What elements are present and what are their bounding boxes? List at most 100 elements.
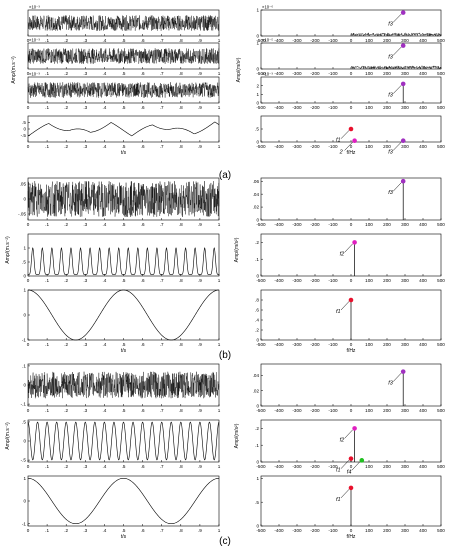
x-tick-label: .3: [83, 71, 87, 76]
x-tick-label: .7: [160, 464, 164, 469]
x-tick-label: 400: [419, 38, 427, 43]
y-tick-label: 1: [256, 92, 259, 97]
x-tick-label: .4: [102, 408, 106, 413]
x-tick-label: -500: [256, 144, 266, 149]
y-tick-label: -.5: [21, 133, 27, 138]
axis-exponent: ×10⁻⁶: [262, 5, 273, 10]
x-tick-label: .9: [198, 278, 202, 283]
x-tick-label: .7: [160, 278, 164, 283]
x-tick-label: -400: [274, 342, 284, 347]
x-tick-label: .6: [141, 38, 145, 43]
x-tick-label: .1: [45, 71, 49, 76]
x-tick-label: .2: [64, 528, 68, 533]
x-tick-label: .5: [122, 144, 126, 149]
x-tick-label: .2: [64, 222, 68, 227]
x-tick-label: 200: [383, 222, 391, 227]
x-tick-label: .4: [102, 144, 106, 149]
x-tick-label: .4: [102, 71, 106, 76]
x-tick-label: .2: [64, 408, 68, 413]
x-tick-label: -300: [292, 71, 302, 76]
x-tick-label: -300: [292, 144, 302, 149]
x-tick-label: -200: [310, 464, 320, 469]
panel-b-freq-1: -500 -400 -300 -200 -100 0 100 200 300 400 500 0 .02…: [253, 177, 445, 227]
x-tick-label: -400: [274, 278, 284, 283]
x-tick-label: 0: [350, 222, 353, 227]
signal-trace: [27, 477, 220, 525]
x-tick-label: -200: [310, 222, 320, 227]
x-tick-label: 500: [437, 528, 445, 533]
x-tick-label: .3: [83, 105, 87, 110]
y-tick-label: .6: [255, 308, 259, 313]
x-tick-label: .5: [122, 71, 126, 76]
y-tick-label: 1: [23, 246, 26, 251]
y-tick-label: .5: [255, 127, 259, 132]
x-tick-label: -400: [274, 528, 284, 533]
marker-arrow: [393, 182, 402, 192]
panel-c-freq-2: -500 -400 -300 -200 -100 0 100 200 300 400 500 0 .1.…: [255, 419, 445, 475]
panel-a-time-2: 0 .1 .2 .3 .4 .5 .6 .7 .8 .9 1 ×10⁻³: [27, 38, 221, 77]
marker-arrow: [340, 459, 350, 469]
x-tick-label: 200: [383, 105, 391, 110]
a-time-ylabel: Amp/(m.s⁻²): [11, 56, 17, 84]
x-tick-label: .9: [198, 222, 202, 227]
marker-label: f3: [388, 149, 394, 155]
x-tick-label: .4: [102, 222, 106, 227]
axes-frame: [27, 419, 220, 463]
x-tick-label: .4: [102, 528, 106, 533]
x-tick-label: -200: [310, 105, 320, 110]
x-tick-label: .3: [83, 464, 87, 469]
x-tick-label: .6: [141, 144, 145, 149]
x-tick-label: 400: [419, 278, 427, 283]
y-tick-label: 0: [256, 274, 259, 279]
y-tick-label: .02: [253, 388, 260, 393]
x-tick-label: 100: [365, 38, 373, 43]
marker-arrow: [393, 142, 402, 151]
y-tick-label: .2: [255, 328, 259, 333]
x-tick-label: -500: [256, 342, 266, 347]
axes-frame: [27, 289, 220, 341]
x-tick-label: -100: [328, 408, 338, 413]
x-tick-label: 100: [365, 528, 373, 533]
x-tick-label: 200: [383, 528, 391, 533]
x-tick-label: .9: [198, 464, 202, 469]
x-tick-label: 0: [350, 105, 353, 110]
x-tick-label: .8: [179, 464, 183, 469]
axes-frame: [260, 177, 442, 221]
x-tick-label: 400: [419, 342, 427, 347]
axis-exponent: ×10⁻³: [29, 72, 40, 77]
peak-marker: [348, 297, 354, 303]
x-tick-label: -200: [310, 278, 320, 283]
x-tick-label: .8: [179, 408, 183, 413]
x-tick-label: 500: [437, 105, 445, 110]
panel-a-freq-4: -500 -400 -300 -200 -100 0 100 200 300 400 500 0 .5 f…: [255, 115, 445, 156]
axis-exponent: ×10⁻³: [29, 38, 40, 43]
panel-c-time-1: 0.1.2.3.4.5.6.7.8.9 1-.10.1: [21, 364, 221, 413]
x-tick-label: .9: [198, 38, 202, 43]
x-tick-label: .4: [102, 105, 106, 110]
x-tick-label: 300: [401, 408, 409, 413]
x-tick-label: -400: [274, 38, 284, 43]
peak-marker: [400, 43, 406, 48]
x-tick-label: -100: [328, 278, 338, 283]
marker-arrow: [393, 372, 402, 382]
x-tick-label: -300: [292, 528, 302, 533]
signal-trace: [27, 289, 220, 341]
x-tick-label: -200: [310, 408, 320, 413]
spectrum-trace: [350, 32, 442, 37]
x-tick-label: 0: [350, 278, 353, 283]
x-tick-label: .9: [198, 342, 202, 347]
x-tick-label: 400: [419, 464, 427, 469]
x-tick-label: 1: [218, 105, 221, 110]
x-tick-label: -500: [256, 278, 266, 283]
marker-arrow: [344, 429, 353, 439]
y-tick-label: 0: [23, 383, 26, 388]
x-tick-label: .3: [83, 278, 87, 283]
x-tick-label: .3: [83, 38, 87, 43]
x-tick-label: -300: [292, 342, 302, 347]
x-tick-label: .4: [102, 464, 106, 469]
x-tick-label: .8: [179, 105, 183, 110]
x-tick-label: 500: [437, 71, 445, 76]
x-tick-label: -100: [328, 464, 338, 469]
marker-label: f2: [340, 437, 345, 443]
x-axis-label: f/Hz: [347, 534, 356, 540]
